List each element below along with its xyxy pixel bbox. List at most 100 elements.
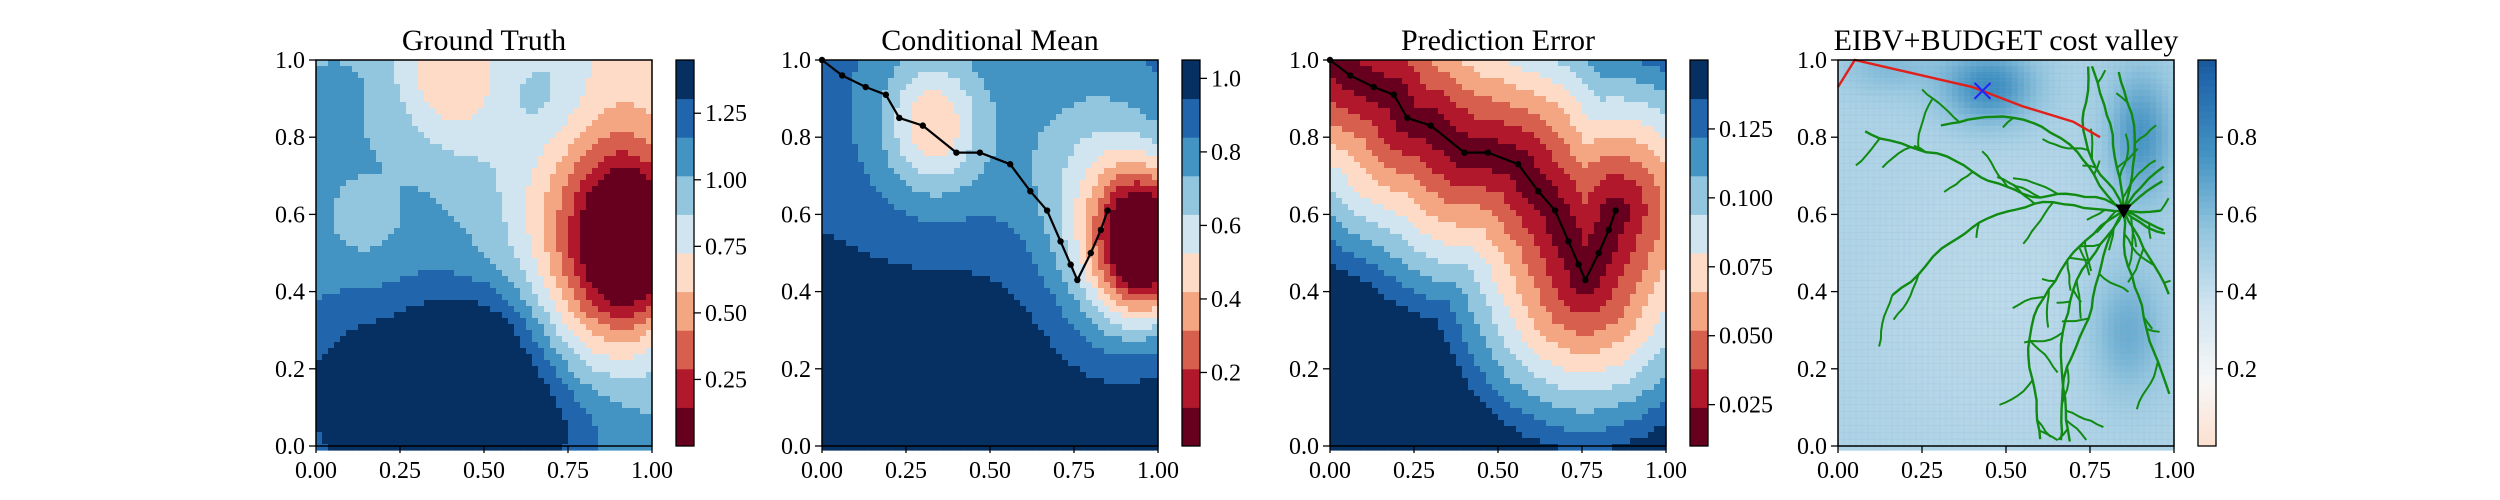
heatmap-cell bbox=[466, 372, 473, 379]
heatmap-cell bbox=[358, 132, 365, 139]
heatmap-cell bbox=[538, 186, 545, 193]
heatmap-cell bbox=[912, 90, 919, 97]
heatmap-cell bbox=[628, 372, 635, 379]
heatmap-cell bbox=[1080, 90, 1087, 97]
heatmap-cell bbox=[502, 426, 509, 433]
heatmap-cell bbox=[622, 300, 629, 307]
heatmap-cell bbox=[454, 426, 461, 433]
heatmap-cell bbox=[876, 186, 883, 193]
heatmap-cell bbox=[984, 156, 991, 163]
heatmap-cell bbox=[460, 318, 467, 325]
heatmap-cell bbox=[912, 180, 919, 187]
heatmap-cell bbox=[822, 96, 829, 103]
heatmap-cell bbox=[840, 180, 847, 187]
heatmap-cell bbox=[586, 420, 593, 427]
heatmap-cell bbox=[852, 84, 859, 91]
heatmap-cell bbox=[364, 168, 371, 175]
heatmap-cell bbox=[628, 102, 635, 109]
heatmap-cell bbox=[888, 180, 895, 187]
heatmap-cell bbox=[622, 96, 629, 103]
heatmap-cell bbox=[646, 228, 653, 235]
heatmap-cell bbox=[358, 192, 365, 199]
heatmap-cell bbox=[568, 234, 575, 241]
heatmap-cell bbox=[328, 396, 335, 403]
heatmap-cell bbox=[592, 186, 599, 193]
heatmap-cell bbox=[1074, 108, 1081, 115]
heatmap-cell bbox=[592, 96, 599, 103]
heatmap-cell bbox=[616, 252, 623, 259]
heatmap-cell bbox=[1104, 126, 1111, 133]
heatmap-cell bbox=[472, 330, 479, 337]
heatmap-cell bbox=[562, 342, 569, 349]
heatmap-cell bbox=[1026, 120, 1033, 127]
heatmap-cell bbox=[490, 282, 497, 289]
heatmap-cell bbox=[484, 402, 491, 409]
heatmap-cell bbox=[864, 66, 871, 73]
heatmap-cell bbox=[628, 180, 635, 187]
heatmap-cell bbox=[646, 426, 653, 433]
heatmap-cell bbox=[640, 324, 647, 331]
heatmap-cell bbox=[400, 282, 407, 289]
heatmap-cell bbox=[640, 168, 647, 175]
heatmap-cell bbox=[340, 384, 347, 391]
heatmap-cell bbox=[472, 318, 479, 325]
heatmap-cell bbox=[352, 144, 359, 151]
heatmap-cell bbox=[622, 126, 629, 133]
heatmap-cell bbox=[616, 414, 623, 421]
heatmap-cell bbox=[1002, 162, 1009, 169]
heatmap-cell bbox=[990, 162, 997, 169]
heatmap-cell bbox=[334, 348, 341, 355]
heatmap-cell bbox=[1068, 78, 1075, 85]
heatmap-cell bbox=[334, 294, 341, 301]
heatmap-cell bbox=[1044, 90, 1051, 97]
heatmap-cell bbox=[448, 336, 455, 343]
heatmap-cell bbox=[370, 384, 377, 391]
heatmap-cell bbox=[322, 372, 329, 379]
heatmap-cell bbox=[454, 246, 461, 253]
heatmap-cell bbox=[490, 276, 497, 283]
heatmap-cell bbox=[484, 288, 491, 295]
heatmap-cell bbox=[352, 156, 359, 163]
heatmap-cell bbox=[568, 150, 575, 157]
heatmap-cell bbox=[870, 186, 877, 193]
heatmap-cell bbox=[364, 336, 371, 343]
heatmap-cell bbox=[454, 156, 461, 163]
heatmap-cell bbox=[912, 156, 919, 163]
heatmap-cell bbox=[508, 258, 515, 265]
heatmap-cell bbox=[322, 78, 329, 85]
heatmap-cell bbox=[1110, 78, 1117, 85]
heatmap-cell bbox=[586, 78, 593, 85]
heatmap-cell bbox=[394, 330, 401, 337]
heatmap-cell bbox=[526, 60, 533, 67]
heatmap-cell bbox=[568, 192, 575, 199]
heatmap-cell bbox=[622, 144, 629, 151]
heatmap-cell bbox=[328, 408, 335, 415]
heatmap-cell bbox=[400, 222, 407, 229]
heatmap-cell bbox=[574, 126, 581, 133]
heatmap-cell bbox=[634, 120, 641, 127]
heatmap-cell bbox=[508, 318, 515, 325]
heatmap-cell bbox=[484, 72, 491, 79]
heatmap-cell bbox=[544, 348, 551, 355]
heatmap-cell bbox=[460, 108, 467, 115]
heatmap-cell bbox=[514, 414, 521, 421]
heatmap-cell bbox=[388, 426, 395, 433]
heatmap-cell bbox=[496, 216, 503, 223]
heatmap-cell bbox=[388, 222, 395, 229]
heatmap-cell bbox=[406, 228, 413, 235]
heatmap-cell bbox=[1098, 132, 1105, 139]
heatmap-cell bbox=[1050, 162, 1057, 169]
heatmap-cell bbox=[376, 252, 383, 259]
heatmap-cell bbox=[412, 432, 419, 439]
heatmap-cell bbox=[834, 174, 841, 181]
heatmap-cell bbox=[646, 330, 653, 337]
heatmap-cell bbox=[544, 330, 551, 337]
heatmap-cell bbox=[412, 168, 419, 175]
heatmap-cell bbox=[550, 174, 557, 181]
heatmap-cell bbox=[586, 204, 593, 211]
heatmap-cell bbox=[418, 84, 425, 91]
heatmap-cell bbox=[388, 120, 395, 127]
heatmap-cell bbox=[526, 354, 533, 361]
heatmap-cell bbox=[322, 96, 329, 103]
heatmap-cell bbox=[538, 426, 545, 433]
